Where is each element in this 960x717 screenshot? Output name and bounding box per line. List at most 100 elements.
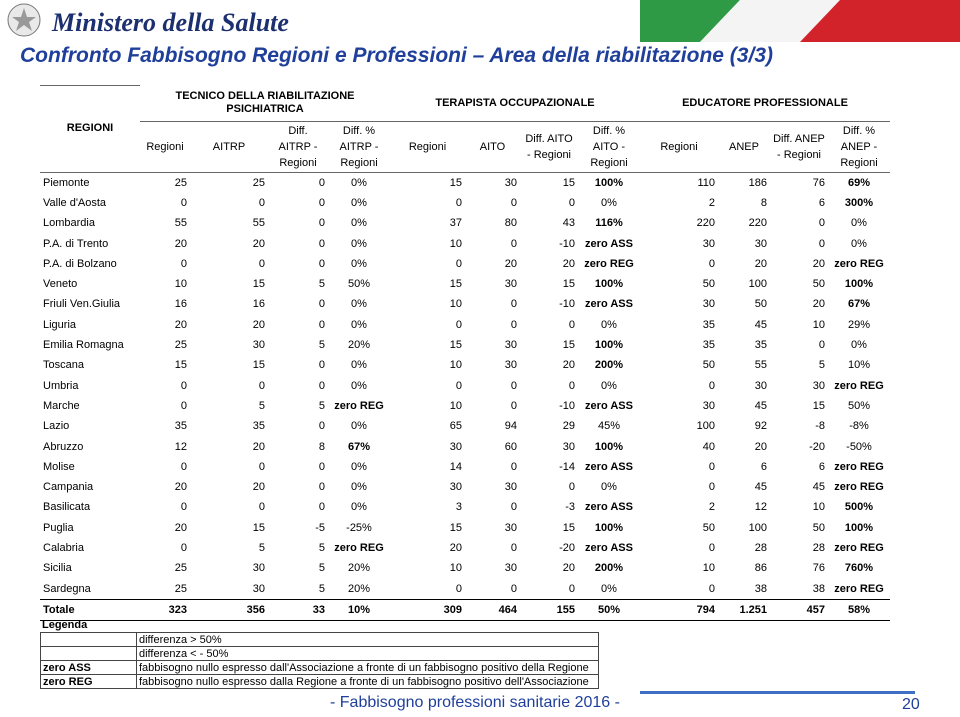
cell: zero REG [834, 257, 884, 270]
sub-header-row: Regioni AITRP Diff. AITRP - Regioni Diff. %… [40, 120, 890, 173]
column-header: Diff. AITRP - Regioni [268, 120, 328, 173]
cell: 0 [510, 379, 517, 392]
cell: 30 [252, 562, 265, 575]
cell: 25 [174, 339, 187, 352]
cell: 220 [748, 217, 767, 230]
cell: 20 [252, 440, 265, 453]
group-header: EDUCATORE PROFESSIONALE [682, 96, 848, 109]
cell: 35 [754, 339, 767, 352]
cell: 5 [258, 541, 265, 554]
cell: 5 [318, 339, 325, 352]
cell: 15 [812, 399, 825, 412]
cell: 100 [748, 278, 767, 291]
cell: 0 [318, 217, 325, 230]
cell: 100% [594, 440, 624, 453]
region-name: Toscana [43, 359, 84, 372]
cell: 0% [601, 379, 617, 392]
cell: 0% [351, 379, 367, 392]
cell: 220 [696, 217, 715, 230]
cell: 0% [351, 318, 367, 331]
data-row: Friuli Ven.Giulia 16 16 0 0% 10 0 -10 zero ASS 30… [40, 294, 890, 314]
legend-row: differenza < - 50% [40, 646, 599, 661]
data-row: P.A. di Bolzano 0 0 0 0% 0 20 20 zero REG 0 20 20 ze… [40, 254, 890, 274]
region-name: Totale [40, 598, 140, 622]
cell: 0 [180, 379, 187, 392]
footer-rule [640, 691, 915, 694]
cell: 25 [174, 176, 187, 189]
cell: 10 [449, 359, 462, 372]
cell: 50 [702, 278, 715, 291]
data-row: Basilicata 0 0 0 0% 3 0 -3 zero ASS 2 12 10 500% [40, 497, 890, 517]
data-row: Toscana 15 15 0 0% 10 30 20 200% 50 55 5 10% [40, 355, 890, 375]
region-name: Marche [43, 399, 80, 412]
cell: 356 [190, 598, 268, 622]
cell: 86 [754, 562, 767, 575]
cell: 116% [595, 217, 623, 230]
region-name: Molise [43, 460, 75, 473]
data-row: Valle d'Aosta 0 0 0 0% 0 0 0 0% 2 8 6 300% [40, 193, 890, 213]
cell: 100% [594, 176, 624, 189]
column-header: Regioni [140, 120, 190, 173]
cell: 0 [708, 582, 715, 595]
cell: 15 [562, 278, 575, 291]
cell: 323 [140, 598, 190, 622]
cell: 0 [510, 196, 517, 209]
cell: 45 [754, 399, 767, 412]
cell: 30 [702, 237, 715, 250]
cell: 20% [347, 562, 371, 575]
data-row: Campania 20 20 0 0% 30 30 0 0% 0 45 45 zero REG [40, 477, 890, 497]
cell: 50 [702, 359, 715, 372]
cell: -10 [559, 298, 575, 311]
region-name: Veneto [43, 278, 78, 291]
cell: 69% [847, 176, 871, 189]
cell: 15 [252, 278, 265, 291]
cell: 0 [318, 460, 325, 473]
region-name: Calabria [43, 541, 84, 554]
column-header: Regioni [640, 120, 718, 173]
cell: 0 [180, 196, 187, 209]
cell: 100% [844, 521, 874, 534]
cell: 0 [318, 501, 325, 514]
cell: 100% [844, 278, 874, 291]
cell: -14 [559, 460, 575, 473]
data-row: Veneto 10 15 5 50% 15 30 15 100% 50 100 50 100% [40, 274, 890, 294]
legend-key: zero ASS [40, 660, 137, 675]
cell: zero REG [834, 481, 884, 494]
cell: 8 [760, 196, 767, 209]
cell: -3 [565, 501, 575, 514]
cell: zero ASS [585, 237, 633, 250]
cell: zero REG [834, 582, 884, 595]
cell: 0 [318, 176, 325, 189]
cell: 155 [520, 598, 578, 622]
cell: 200% [594, 562, 624, 575]
data-row: Sicilia 25 30 5 20% 10 30 20 200% 10 86 76 760% [40, 558, 890, 578]
column-header: Regioni [390, 120, 465, 173]
data-row: Sardegna 25 30 5 20% 0 0 0 0% 0 38 38 zero REG [40, 578, 890, 599]
cell: zero REG [334, 399, 384, 412]
cell: -25% [346, 521, 372, 534]
cell: 80 [504, 217, 517, 230]
cell: 464 [465, 598, 520, 622]
data-row: Calabria 0 5 5 zero REG 20 0 -20 zero ASS 0 28 28 ze… [40, 538, 890, 558]
cell: 20 [252, 481, 265, 494]
cell: 15 [562, 176, 575, 189]
cell: 5 [258, 399, 265, 412]
cell: 309 [390, 598, 465, 622]
cell: 30 [702, 298, 715, 311]
cell: 25 [252, 176, 265, 189]
cell: 0 [818, 217, 825, 230]
data-row: Abruzzo 12 20 8 67% 30 60 30 100% 40 20 -20 -50% [40, 436, 890, 456]
cell: 50 [812, 278, 825, 291]
cell: 50 [754, 298, 767, 311]
cell: 300% [844, 196, 874, 209]
cell: 0% [601, 196, 617, 209]
cell: 50% [578, 598, 640, 622]
cell: 76 [812, 176, 825, 189]
cell: 0 [708, 541, 715, 554]
cell: 500% [844, 501, 874, 514]
data-row: Lombardia 55 55 0 0% 37 80 43 116% 220 220 0 0% [40, 213, 890, 233]
cell: zero REG [334, 541, 384, 554]
cell: 0 [510, 541, 517, 554]
cell: 0% [351, 420, 367, 433]
cell: 45 [754, 318, 767, 331]
